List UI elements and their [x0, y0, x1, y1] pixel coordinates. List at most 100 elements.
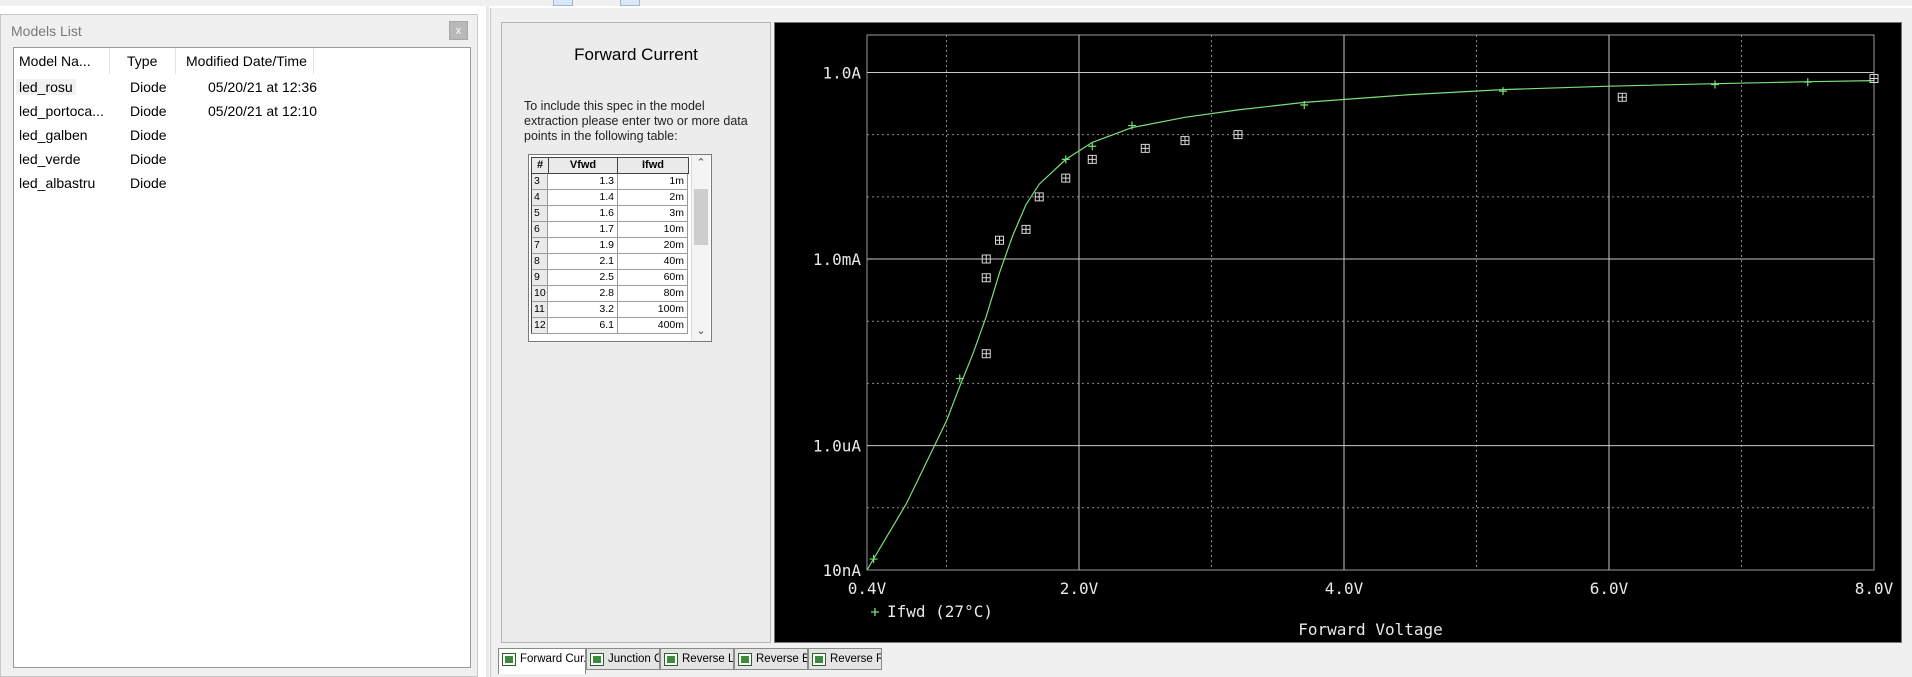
model-type: Diode [130, 127, 167, 143]
row-index: 8 [531, 254, 548, 270]
vfwd-cell[interactable]: 6.1 [548, 318, 618, 334]
list-item[interactable]: led_verde Diode [14, 148, 470, 172]
table-row[interactable]: 8 2.1 40m [531, 254, 689, 270]
scrollbar-thumb[interactable] [694, 189, 708, 245]
x-tick-label: 4.0V [1325, 579, 1364, 598]
plot-frame [866, 34, 1875, 571]
model-name: led_rosu [16, 79, 76, 95]
row-index: 9 [531, 270, 548, 286]
vfwd-cell[interactable]: 2.1 [548, 254, 618, 270]
table-header-ifwd: Ifwd [617, 157, 689, 174]
model-modified: 05/20/21 at 12:10 [208, 103, 317, 119]
tab-spec[interactable]: Reverse Re... [808, 648, 882, 670]
vfwd-cell[interactable]: 2.5 [548, 270, 618, 286]
x-axis-label: Forward Voltage [1298, 620, 1443, 639]
spec-tab-icon [812, 653, 826, 666]
spec-tab-icon [738, 653, 752, 666]
ifwd-cell[interactable]: 1m [618, 174, 688, 190]
tab-label: Reverse Br... [756, 653, 807, 665]
data-point-simulated [1300, 100, 1309, 109]
data-points-table: # Vfwd Ifwd 3 1.3 1m 4 1.4 2m 5 1.6 3m 6 1.7 10m 7 1.… [528, 154, 712, 342]
vfwd-cell[interactable]: 2.8 [548, 286, 618, 302]
ifwd-cell[interactable]: 20m [618, 238, 688, 254]
vfwd-cell[interactable]: 1.9 [548, 238, 618, 254]
table-row[interactable]: 6 1.7 10m [531, 222, 689, 238]
tab-spec[interactable]: Junction Ca... [586, 648, 660, 670]
chevron-up-icon[interactable]: ⌃ [696, 157, 706, 169]
table-row[interactable]: 11 3.2 100m [531, 302, 689, 318]
ifwd-cell[interactable]: 400m [618, 318, 688, 334]
table-row[interactable]: 10 2.8 80m [531, 286, 689, 302]
table-row-clipped[interactable] [531, 334, 689, 341]
model-modified: 05/20/21 at 12:36 [208, 79, 317, 95]
column-header-model-name[interactable]: Model Na... [14, 48, 110, 74]
table-row[interactable]: 3 1.3 1m [531, 174, 689, 190]
close-button[interactable]: x [449, 21, 468, 40]
vfwd-cell[interactable]: 3.2 [548, 302, 618, 318]
model-type: Diode [130, 151, 167, 167]
tab-label: Reverse Le... [682, 653, 734, 665]
table-row[interactable]: 7 1.9 20m [531, 238, 689, 254]
toolbar-button[interactable] [620, 0, 640, 6]
list-item[interactable]: led_galben Diode [14, 124, 470, 148]
ifwd-cell[interactable]: 40m [618, 254, 688, 270]
ifwd-cell[interactable]: 60m [618, 270, 688, 286]
data-point-simulated [955, 374, 964, 383]
vfwd-cell[interactable]: 1.7 [548, 222, 618, 238]
list-item[interactable]: led_portoca... Diode 05/20/21 at 12:10 [14, 100, 470, 124]
data-point-simulated [1128, 121, 1136, 130]
data-point-measured [1869, 73, 1879, 83]
y-tick-label: 10nA [822, 561, 861, 580]
panel-title: Models List [11, 23, 82, 39]
tab-spec[interactable]: Reverse Br... [734, 648, 808, 670]
chevron-down-icon[interactable]: ⌄ [696, 325, 706, 337]
model-name: led_albastru [19, 175, 96, 191]
column-header-modified[interactable]: Modified Date/Time [176, 48, 314, 74]
tab-spec[interactable]: Reverse Le... [660, 648, 734, 670]
list-header: Model Na... Type Modified Date/Time [14, 48, 470, 74]
table-row[interactable]: 5 1.6 3m [531, 206, 689, 222]
data-point-simulated [1061, 155, 1070, 164]
data-point-simulated [1711, 80, 1719, 89]
data-point-measured [1140, 143, 1150, 153]
ifwd-cell[interactable]: 100m [618, 302, 688, 318]
ifwd-cell[interactable]: 10m [618, 222, 688, 238]
legend-label: Ifwd (27°C) [887, 602, 993, 621]
vfwd-cell[interactable]: 1.4 [548, 190, 618, 206]
forward-current-plot: 0.4V 2.0V 4.0V 6.0V 8.0V 10nA 1.0uA 1.0mA 1.0A If… [774, 22, 1902, 643]
vfwd-cell[interactable]: 1.3 [548, 174, 618, 190]
column-header-type[interactable]: Type [110, 48, 176, 74]
table-row[interactable]: 4 1.4 2m [531, 190, 689, 206]
ifwd-cell[interactable]: 3m [618, 206, 688, 222]
tab-spec[interactable]: Forward Cur... [498, 648, 586, 674]
data-point-measured [981, 273, 991, 283]
list-item[interactable]: led_rosu Diode 05/20/21 at 12:36 [14, 76, 470, 100]
series-line-ifwd [866, 80, 1875, 571]
model-type: Diode [130, 103, 167, 119]
models-list-panel: Models List x Model Na... Type Modified … [0, 14, 478, 677]
list-item[interactable]: led_albastru Diode [14, 172, 470, 196]
table-scrollbar[interactable]: ⌃ ⌄ [691, 155, 710, 341]
data-point-simulated [869, 555, 878, 564]
vfwd-cell[interactable]: 1.6 [548, 206, 618, 222]
spec-title: Forward Current [574, 45, 698, 64]
row-index: 6 [531, 222, 548, 238]
table-row[interactable]: 12 6.1 400m [531, 318, 689, 334]
toolbar-button[interactable] [553, 0, 573, 6]
tab-label: Junction Ca... [608, 653, 659, 665]
row-index: 5 [531, 206, 548, 222]
splitter[interactable] [486, 6, 489, 677]
model-name: led_portoca... [19, 103, 104, 119]
tab-label: Forward Cur... [520, 653, 586, 665]
ifwd-cell[interactable]: 80m [618, 286, 688, 302]
row-index: 10 [531, 286, 548, 302]
ifwd-cell[interactable]: 2m [618, 190, 688, 206]
data-point-simulated [1803, 78, 1812, 87]
spec-tab-icon [664, 653, 678, 666]
y-tick-label: 1.0mA [813, 250, 862, 269]
data-point-simulated [1088, 142, 1097, 151]
table-row[interactable]: 9 2.5 60m [531, 270, 689, 286]
data-point-measured [1034, 192, 1044, 202]
row-index: 12 [531, 318, 548, 334]
model-type: Diode [130, 79, 167, 95]
